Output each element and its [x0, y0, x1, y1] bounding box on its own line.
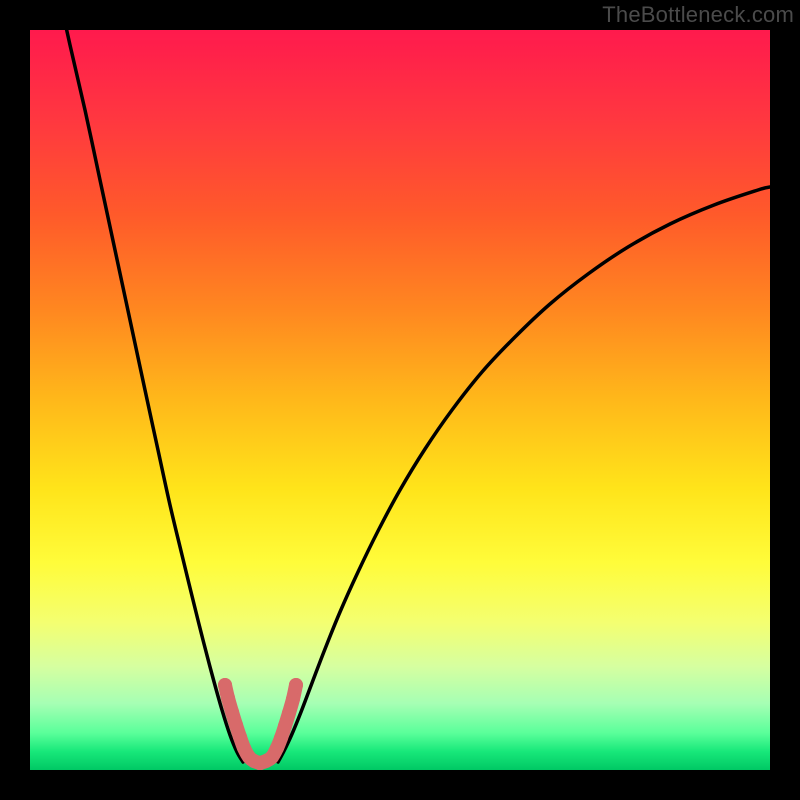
- bottleneck-chart: [0, 0, 800, 800]
- ring-dot: [221, 691, 235, 705]
- ring-dot: [282, 706, 296, 720]
- ring-dot: [286, 692, 300, 706]
- gradient-background: [30, 30, 770, 770]
- watermark-text: TheBottleneck.com: [602, 2, 794, 28]
- ring-dot: [289, 678, 303, 692]
- ring-dot: [225, 705, 239, 719]
- ring-dot: [274, 731, 288, 745]
- ring-dot: [278, 719, 292, 733]
- ring-dot: [218, 678, 232, 692]
- chart-container: TheBottleneck.com: [0, 0, 800, 800]
- ring-dot: [229, 718, 243, 732]
